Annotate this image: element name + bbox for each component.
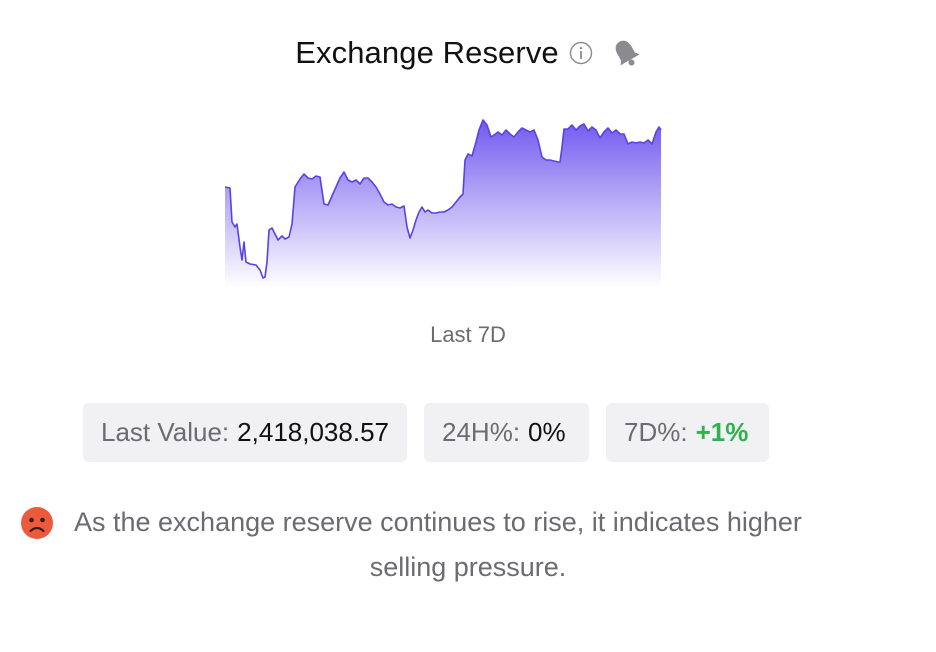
change-7d-label: 7D%: bbox=[624, 417, 688, 447]
change-24h-badge: 24H%: 0% bbox=[424, 403, 589, 462]
last-value-label: Last Value: bbox=[101, 417, 230, 447]
sparkline-line bbox=[224, 119, 662, 279]
insight-message: As the exchange reserve continues to ris… bbox=[20, 500, 916, 590]
sad-face-icon bbox=[21, 506, 53, 539]
last-value-badge: Last Value: 2,418,038.57 bbox=[83, 403, 407, 462]
message-line-1: As the exchange reserve continues to ris… bbox=[74, 507, 802, 537]
change-7d-value: +1% bbox=[695, 417, 749, 447]
sparkline-area bbox=[225, 120, 661, 288]
change-24h-label: 24H%: bbox=[442, 417, 521, 447]
message-line-2: selling pressure. bbox=[369, 552, 567, 582]
stats-row: Last Value: 2,418,038.57 24H%: 0% 7D%: +… bbox=[83, 403, 769, 462]
change-7d-badge: 7D%: +1% bbox=[606, 403, 769, 462]
exchange-reserve-sparkline bbox=[224, 119, 662, 288]
bell-icon[interactable] bbox=[611, 36, 641, 70]
last-value: 2,418,038.57 bbox=[237, 417, 389, 447]
period-label: Last 7D bbox=[430, 322, 506, 347]
info-circle-icon[interactable] bbox=[569, 41, 593, 65]
page-title: Exchange Reserve bbox=[295, 35, 559, 70]
change-24h-value: 0% bbox=[528, 417, 566, 447]
chart-header: Exchange Reserve bbox=[0, 30, 936, 76]
